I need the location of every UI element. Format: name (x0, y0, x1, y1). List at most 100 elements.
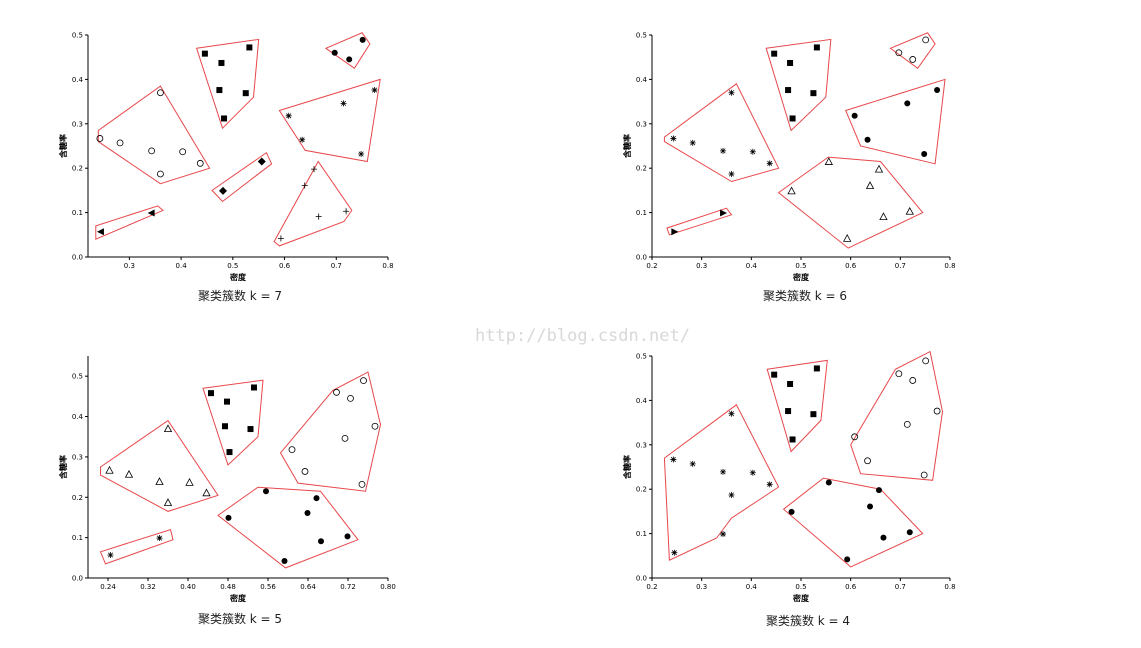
data-point-triangle (105, 465, 114, 474)
data-point-circle (288, 446, 296, 454)
data-point-square (218, 59, 225, 66)
data-point-tri-left (147, 209, 155, 217)
y-tick-label: 0.4 (72, 413, 84, 421)
y-tick-label: 0.0 (72, 575, 83, 583)
data-point-asterisk (728, 170, 735, 177)
data-point-circle (851, 433, 859, 441)
data-point-circle (920, 471, 928, 479)
data-point-plus (301, 182, 308, 189)
x-tick-label: 0.5 (227, 262, 238, 270)
x-tick-label: 0.24 (100, 583, 116, 591)
chart-caption: 聚类簇数 k = 6 (763, 288, 847, 303)
cluster-5 (99, 528, 174, 565)
data-point-circle (333, 388, 340, 396)
x-tick-label: 0.8 (382, 262, 393, 270)
cluster-boundary (663, 83, 780, 183)
data-point-dot (313, 495, 320, 502)
data-point-plus (343, 208, 350, 215)
x-axis-label: 密度 (229, 593, 247, 603)
data-point-tri-right (720, 209, 728, 217)
data-point-triangle (824, 157, 833, 165)
data-point-circle (301, 468, 309, 475)
cluster-4 (217, 486, 359, 569)
data-point-square (242, 90, 249, 97)
data-point-square (216, 87, 223, 94)
data-point-diamond (219, 186, 227, 195)
data-point-asterisk (749, 148, 756, 155)
y-tick-label: 0.2 (72, 165, 83, 173)
cluster-boundary (889, 32, 936, 70)
axes-frame (651, 35, 950, 258)
y-tick-label: 0.4 (72, 76, 84, 84)
data-point-circle (864, 457, 871, 465)
data-point-circle (909, 377, 917, 384)
cluster-boundary (765, 38, 832, 132)
data-point-asterisk (766, 160, 773, 167)
cluster-boundary (850, 350, 944, 481)
x-tick-label: 0.4 (746, 583, 758, 591)
data-point-circle (96, 135, 104, 142)
y-axis-label: 含糖率 (58, 134, 68, 158)
data-point-square (810, 90, 817, 97)
axes-frame (87, 356, 388, 579)
cluster-boundary (97, 85, 211, 185)
data-point-dot (864, 136, 871, 143)
data-point-dot (904, 100, 911, 107)
cluster-6 (666, 207, 733, 236)
y-tick-label: 0.1 (636, 209, 647, 217)
data-point-circle (903, 420, 911, 428)
data-point-triangle (865, 181, 875, 189)
data-point-triangle (163, 498, 173, 506)
cluster-boundary (782, 477, 924, 568)
data-point-dot (344, 533, 351, 540)
chart-caption: 聚类簇数 k = 5 (198, 611, 282, 626)
data-point-dot (263, 488, 269, 495)
x-axis-label: 密度 (792, 593, 810, 603)
data-point-circle (933, 407, 941, 415)
data-point-dot (788, 508, 795, 515)
y-tick-label: 0.5 (72, 32, 83, 40)
data-point-circle (179, 148, 187, 156)
data-point-asterisk (720, 147, 727, 154)
cluster-6 (273, 160, 353, 247)
cluster-3 (663, 404, 780, 561)
data-point-circle (347, 394, 354, 402)
y-tick-label: 0.5 (636, 353, 647, 361)
x-tick-label: 0.8 (944, 262, 955, 270)
scatter-chart-k5: 0.24 0.32 0.40 0.48 0.56 0.64 0.72 0.80 0.0 0.1 0.… (58, 356, 396, 626)
data-point-circle (116, 139, 124, 147)
data-point-square (221, 115, 228, 122)
y-tick-label: 0.0 (72, 254, 83, 262)
data-point-square (771, 50, 778, 57)
data-point-asterisk (720, 468, 727, 475)
data-point-asterisk (689, 139, 696, 146)
data-point-triangle (874, 164, 884, 173)
cluster-1 (766, 359, 828, 453)
cluster-2 (324, 32, 371, 70)
cluster-boundary (777, 156, 924, 249)
x-tick-label: 0.5 (795, 262, 806, 270)
chart-caption: 聚类簇数 k = 7 (198, 288, 282, 303)
y-tick-label: 0.3 (636, 120, 647, 128)
data-point-circle (895, 49, 903, 57)
data-point-circle (148, 147, 156, 155)
data-point-dot (281, 558, 288, 565)
data-point-asterisk (749, 469, 756, 476)
data-point-square (222, 423, 228, 430)
x-tick-label: 0.7 (895, 262, 906, 270)
data-point-dot (880, 534, 887, 541)
y-tick-label: 0.0 (636, 254, 647, 262)
y-axis-label: 含糖率 (622, 134, 632, 158)
cluster-5 (211, 151, 273, 203)
data-point-dot (346, 56, 353, 63)
data-point-asterisk (720, 531, 727, 538)
x-tick-label: 0.48 (220, 583, 236, 591)
data-point-asterisk (689, 460, 696, 467)
data-point-circle (922, 36, 930, 44)
chart-caption: 聚类簇数 k = 4 (766, 613, 850, 628)
cluster-2 (850, 350, 944, 481)
cluster-boundary (845, 78, 946, 165)
cluster-4 (782, 477, 924, 568)
cluster-boundary (279, 371, 382, 492)
y-tick-label: 0.0 (636, 575, 647, 583)
